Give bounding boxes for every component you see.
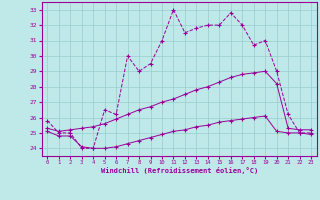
X-axis label: Windchill (Refroidissement éolien,°C): Windchill (Refroidissement éolien,°C)	[100, 167, 258, 174]
